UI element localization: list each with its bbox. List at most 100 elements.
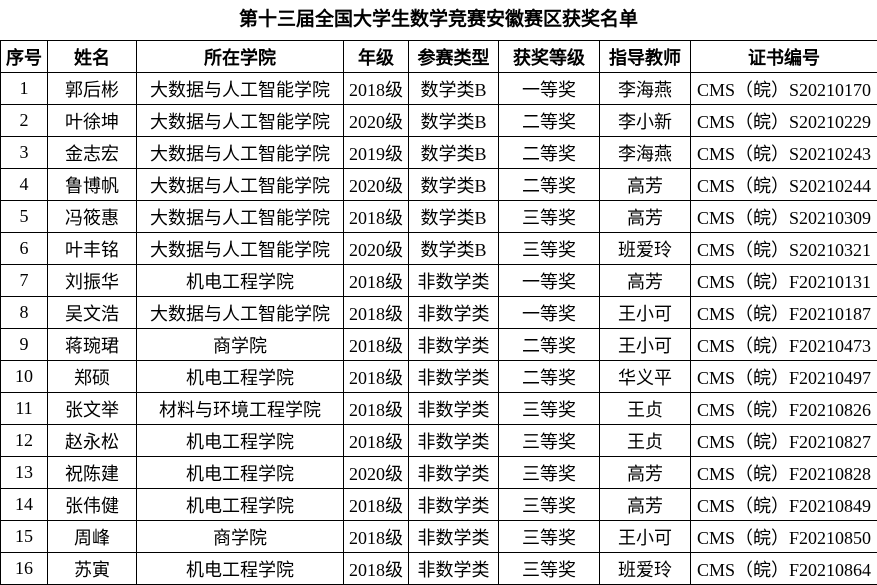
table-cell: 10 bbox=[0, 360, 48, 393]
table-cell: 非数学类 bbox=[408, 264, 499, 297]
table-cell: 大数据与人工智能学院 bbox=[136, 136, 344, 169]
table-cell: 高芳 bbox=[599, 200, 691, 233]
table-cell: 王贞 bbox=[599, 392, 691, 425]
table-cell: 叶徐坤 bbox=[47, 104, 137, 137]
table-cell: 2018级 bbox=[343, 296, 409, 329]
table-cell: 王小可 bbox=[599, 520, 691, 553]
table-cell: 华义平 bbox=[599, 360, 691, 393]
table-cell: CMS（皖）S20210244 bbox=[690, 168, 877, 201]
table-row: 1 郭后彬 大数据与人工智能学院 2018级 数学类B 一等奖 李海燕 CMS（皖）S2021… bbox=[0, 72, 877, 105]
table-cell: 2020级 bbox=[343, 456, 409, 489]
award-table: 序号 姓名 所在学院 年级 参赛类型 获奖等级 指导教师 证书编号 1 郭后彬 大数据与人工智能学… bbox=[0, 40, 877, 585]
table-cell: 7 bbox=[0, 264, 48, 297]
table-cell: 2018级 bbox=[343, 488, 409, 521]
table-cell: 非数学类 bbox=[408, 552, 499, 585]
table-cell: 三等奖 bbox=[498, 200, 600, 233]
table-cell: 3 bbox=[0, 136, 48, 169]
table-cell: 机电工程学院 bbox=[136, 552, 344, 585]
document-title: 第十三届全国大学生数学竞赛安徽赛区获奖名单 bbox=[238, 9, 638, 30]
table-cell: 非数学类 bbox=[408, 520, 499, 553]
table-cell: 商学院 bbox=[136, 520, 344, 553]
table-cell: 2020级 bbox=[343, 168, 409, 201]
header-cell: 参赛类型 bbox=[408, 40, 499, 73]
table-body: 1 郭后彬 大数据与人工智能学院 2018级 数学类B 一等奖 李海燕 CMS（皖）S2021… bbox=[0, 72, 877, 585]
table-cell: 鲁博帆 bbox=[47, 168, 137, 201]
table-cell: 赵永松 bbox=[47, 424, 137, 457]
table-cell: 机电工程学院 bbox=[136, 264, 344, 297]
table-cell: 大数据与人工智能学院 bbox=[136, 200, 344, 233]
table-row: 13 祝陈建 机电工程学院 2020级 非数学类 三等奖 高芳 CMS（皖）F20210828 bbox=[0, 456, 877, 489]
table-cell: 15 bbox=[0, 520, 48, 553]
table-cell: 数学类B bbox=[408, 104, 499, 137]
table-cell: 数学类B bbox=[408, 200, 499, 233]
table-cell: 郭后彬 bbox=[47, 72, 137, 105]
table-row: 4 鲁博帆 大数据与人工智能学院 2020级 数学类B 二等奖 高芳 CMS（皖）S20210… bbox=[0, 168, 877, 201]
table-cell: 12 bbox=[0, 424, 48, 457]
table-cell: CMS（皖）S20210321 bbox=[690, 232, 877, 265]
header-cell: 指导教师 bbox=[599, 40, 691, 73]
table-cell: 冯筱惠 bbox=[47, 200, 137, 233]
table-cell: 非数学类 bbox=[408, 392, 499, 425]
header-row: 序号 姓名 所在学院 年级 参赛类型 获奖等级 指导教师 证书编号 bbox=[0, 40, 877, 73]
table-cell: 金志宏 bbox=[47, 136, 137, 169]
header-cell: 年级 bbox=[343, 40, 409, 73]
table-cell: 李小新 bbox=[599, 104, 691, 137]
header-cell: 姓名 bbox=[47, 40, 137, 73]
table-cell: 非数学类 bbox=[408, 328, 499, 361]
table-cell: 高芳 bbox=[599, 456, 691, 489]
table-cell: 大数据与人工智能学院 bbox=[136, 72, 344, 105]
table-row: 6 叶丰铭 大数据与人工智能学院 2020级 数学类B 三等奖 班爱玲 CMS（皖）S2021… bbox=[0, 232, 877, 265]
table-cell: 三等奖 bbox=[498, 424, 600, 457]
table-cell: 非数学类 bbox=[408, 296, 499, 329]
table-cell: CMS（皖）F20210187 bbox=[690, 296, 877, 329]
table-cell: 数学类B bbox=[408, 232, 499, 265]
table-cell: 16 bbox=[0, 552, 48, 585]
table-cell: 祝陈建 bbox=[47, 456, 137, 489]
table-cell: 2019级 bbox=[343, 136, 409, 169]
table-cell: 11 bbox=[0, 392, 48, 425]
table-cell: 2018级 bbox=[343, 424, 409, 457]
table-cell: 郑硕 bbox=[47, 360, 137, 393]
table-cell: CMS（皖）S20210229 bbox=[690, 104, 877, 137]
table-cell: 2018级 bbox=[343, 72, 409, 105]
table-cell: 2018级 bbox=[343, 520, 409, 553]
table-row: 10 郑硕 机电工程学院 2018级 非数学类 二等奖 华义平 CMS（皖）F20210497 bbox=[0, 360, 877, 393]
header-cell: 序号 bbox=[0, 40, 48, 73]
table-cell: 吴文浩 bbox=[47, 296, 137, 329]
table-row: 8 吴文浩 大数据与人工智能学院 2018级 非数学类 一等奖 王小可 CMS（皖）F2021… bbox=[0, 296, 877, 329]
table-cell: 机电工程学院 bbox=[136, 488, 344, 521]
table-cell: CMS（皖）F20210827 bbox=[690, 424, 877, 457]
table-cell: 高芳 bbox=[599, 168, 691, 201]
table-cell: 三等奖 bbox=[498, 392, 600, 425]
table-cell: 刘振华 bbox=[47, 264, 137, 297]
table-cell: 三等奖 bbox=[498, 456, 600, 489]
table-row: 11 张文举 材料与环境工程学院 2018级 非数学类 三等奖 王贞 CMS（皖）F20210… bbox=[0, 392, 877, 425]
table-cell: 1 bbox=[0, 72, 48, 105]
table-cell: 二等奖 bbox=[498, 136, 600, 169]
table-cell: 三等奖 bbox=[498, 520, 600, 553]
table-cell: 非数学类 bbox=[408, 424, 499, 457]
table-cell: 三等奖 bbox=[498, 552, 600, 585]
table-row: 3 金志宏 大数据与人工智能学院 2019级 数学类B 二等奖 李海燕 CMS（皖）S2021… bbox=[0, 136, 877, 169]
table-cell: 9 bbox=[0, 328, 48, 361]
table-cell: 王贞 bbox=[599, 424, 691, 457]
table-cell: 三等奖 bbox=[498, 232, 600, 265]
table-row: 12 赵永松 机电工程学院 2018级 非数学类 三等奖 王贞 CMS（皖）F20210827 bbox=[0, 424, 877, 457]
table-row: 15 周峰 商学院 2018级 非数学类 三等奖 王小可 CMS（皖）F20210850 bbox=[0, 520, 877, 553]
table-cell: 非数学类 bbox=[408, 488, 499, 521]
table-cell: 大数据与人工智能学院 bbox=[136, 168, 344, 201]
table-cell: CMS（皖）S20210170 bbox=[690, 72, 877, 105]
table-cell: 班爱玲 bbox=[599, 232, 691, 265]
table-cell: 2018级 bbox=[343, 552, 409, 585]
table-cell: 2020级 bbox=[343, 104, 409, 137]
table-cell: 2 bbox=[0, 104, 48, 137]
table-cell: 王小可 bbox=[599, 296, 691, 329]
table-cell: 三等奖 bbox=[498, 488, 600, 521]
table-cell: 二等奖 bbox=[498, 168, 600, 201]
header-cell: 证书编号 bbox=[690, 40, 877, 73]
header-cell: 所在学院 bbox=[136, 40, 344, 73]
table-cell: 一等奖 bbox=[498, 296, 600, 329]
table-cell: 周峰 bbox=[47, 520, 137, 553]
table-cell: 13 bbox=[0, 456, 48, 489]
table-cell: 二等奖 bbox=[498, 360, 600, 393]
